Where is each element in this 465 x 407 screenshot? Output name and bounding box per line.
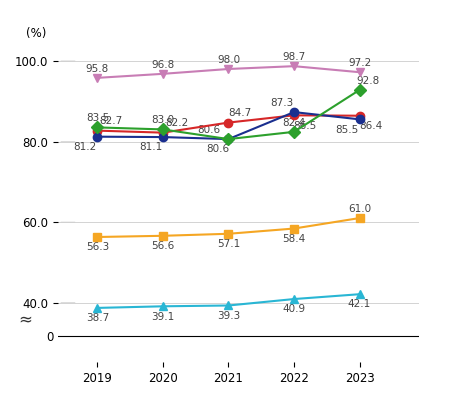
Text: 92.8: 92.8 xyxy=(356,76,379,86)
Text: 58.4: 58.4 xyxy=(282,234,306,244)
Text: 39.3: 39.3 xyxy=(217,311,240,321)
Text: 98.7: 98.7 xyxy=(282,52,306,62)
Text: 82.2: 82.2 xyxy=(165,118,188,129)
Text: 81.2: 81.2 xyxy=(73,142,97,152)
Legend: 人間ドック*1, 乳がん検査*2, 子宮頸がん検査*3, 胃がん検査*4, 大腸がん検査*4, 肺がん検査*5: 人間ドック*1, 乳がん検査*2, 子宮頸がん検査*3, 胃がん検査*4, 大腸… xyxy=(34,406,253,407)
Text: 83.5: 83.5 xyxy=(86,113,109,123)
Text: ≈: ≈ xyxy=(19,311,33,328)
Text: 85.5: 85.5 xyxy=(335,125,359,135)
Text: 80.6: 80.6 xyxy=(198,125,220,135)
Text: 95.8: 95.8 xyxy=(86,63,109,74)
Text: 86.5: 86.5 xyxy=(293,120,317,131)
Text: 40.9: 40.9 xyxy=(282,304,306,314)
Text: 86.4: 86.4 xyxy=(359,121,382,131)
Text: 81.1: 81.1 xyxy=(139,142,162,152)
Text: 38.7: 38.7 xyxy=(86,313,109,323)
Text: 56.6: 56.6 xyxy=(151,241,174,251)
Text: 57.1: 57.1 xyxy=(217,239,240,249)
Text: (%): (%) xyxy=(26,28,46,41)
Text: (年度): (年度) xyxy=(0,406,1,407)
Text: 97.2: 97.2 xyxy=(348,58,371,68)
Text: 61.0: 61.0 xyxy=(348,204,371,214)
Text: 82.7: 82.7 xyxy=(100,116,123,127)
Text: 83.0: 83.0 xyxy=(152,115,174,125)
Text: 87.3: 87.3 xyxy=(270,98,293,108)
Text: 80.6: 80.6 xyxy=(206,144,229,154)
Text: 96.8: 96.8 xyxy=(151,60,174,70)
Text: 84.7: 84.7 xyxy=(228,108,251,118)
Text: 39.1: 39.1 xyxy=(151,312,174,322)
Text: 98.0: 98.0 xyxy=(217,55,240,65)
Text: 56.3: 56.3 xyxy=(86,242,109,252)
Text: 42.1: 42.1 xyxy=(348,300,371,309)
Text: 82.4: 82.4 xyxy=(282,118,306,128)
